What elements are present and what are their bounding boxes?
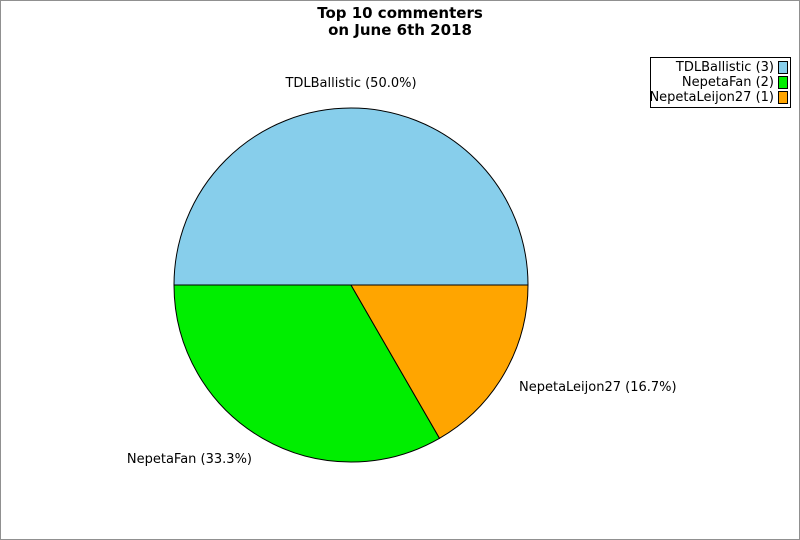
chart-title-line1: Top 10 commenters — [317, 4, 483, 22]
chart-title-line2: on June 6th 2018 — [328, 21, 472, 39]
legend-label-nepetafan: NepetaFan (2) — [681, 75, 774, 90]
pie-slice-nepetafan — [173, 284, 441, 463]
legend-row: NepetaLeijon27 (1) — [649, 90, 788, 105]
legend-label-tdlballistic: TDLBallistic (3) — [675, 60, 774, 75]
legend-row: NepetaFan (2) — [653, 75, 788, 90]
legend-label-nepetaleijon27: NepetaLeijon27 (1) — [649, 90, 774, 105]
legend-row: TDLBallistic (3) — [653, 60, 788, 75]
chart-title: Top 10 commenters on June 6th 2018 — [1, 5, 799, 39]
legend-box: TDLBallistic (3) NepetaFan (2) NepetaLei… — [649, 57, 791, 108]
legend-swatch-nepetaleijon27 — [778, 91, 788, 104]
slice-label-nepetafan: NepetaFan (33.3%) — [126, 452, 252, 467]
slice-label-nepetaleijon27: NepetaLeijon27 (16.7%) — [519, 380, 677, 395]
legend-swatch-nepetafan — [778, 76, 788, 89]
legend-swatch-tdlballistic — [778, 61, 788, 74]
pie-slice-nepetaleijon27 — [350, 284, 529, 439]
slice-label-tdlballistic: TDLBallistic (50.0%) — [285, 76, 417, 91]
pie-slice-tdlballistic — [173, 107, 529, 286]
